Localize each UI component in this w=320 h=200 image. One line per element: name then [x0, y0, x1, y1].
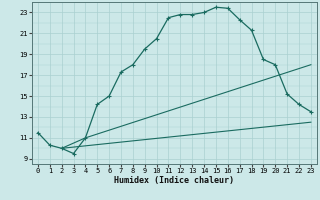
X-axis label: Humidex (Indice chaleur): Humidex (Indice chaleur): [115, 176, 234, 185]
